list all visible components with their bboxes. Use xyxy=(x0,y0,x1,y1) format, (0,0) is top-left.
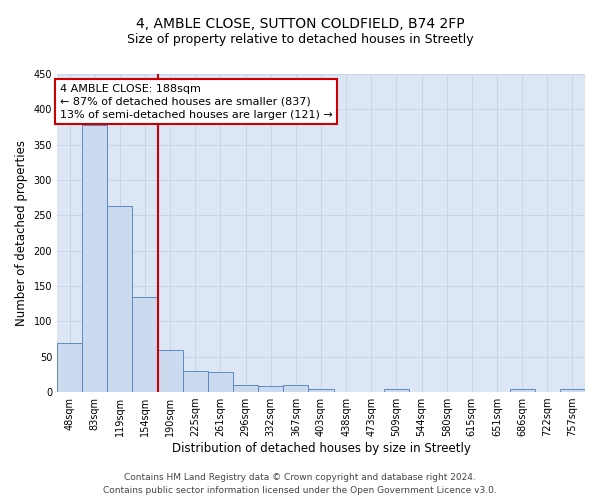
Bar xyxy=(283,385,308,392)
Bar xyxy=(82,125,107,392)
Text: Size of property relative to detached houses in Streetly: Size of property relative to detached ho… xyxy=(127,32,473,46)
Bar xyxy=(107,206,133,392)
Bar xyxy=(233,385,258,392)
Bar xyxy=(183,371,208,392)
Text: 4 AMBLE CLOSE: 188sqm
← 87% of detached houses are smaller (837)
13% of semi-det: 4 AMBLE CLOSE: 188sqm ← 87% of detached … xyxy=(59,84,332,120)
X-axis label: Distribution of detached houses by size in Streetly: Distribution of detached houses by size … xyxy=(172,442,470,455)
Bar xyxy=(308,388,334,392)
Bar xyxy=(208,372,233,392)
Bar xyxy=(57,342,82,392)
Bar xyxy=(560,388,585,392)
Bar xyxy=(509,388,535,392)
Bar xyxy=(158,350,183,392)
Bar xyxy=(258,386,283,392)
Bar xyxy=(133,296,158,392)
Text: 4, AMBLE CLOSE, SUTTON COLDFIELD, B74 2FP: 4, AMBLE CLOSE, SUTTON COLDFIELD, B74 2F… xyxy=(136,18,464,32)
Text: Contains HM Land Registry data © Crown copyright and database right 2024.
Contai: Contains HM Land Registry data © Crown c… xyxy=(103,474,497,495)
Y-axis label: Number of detached properties: Number of detached properties xyxy=(15,140,28,326)
Bar xyxy=(384,388,409,392)
